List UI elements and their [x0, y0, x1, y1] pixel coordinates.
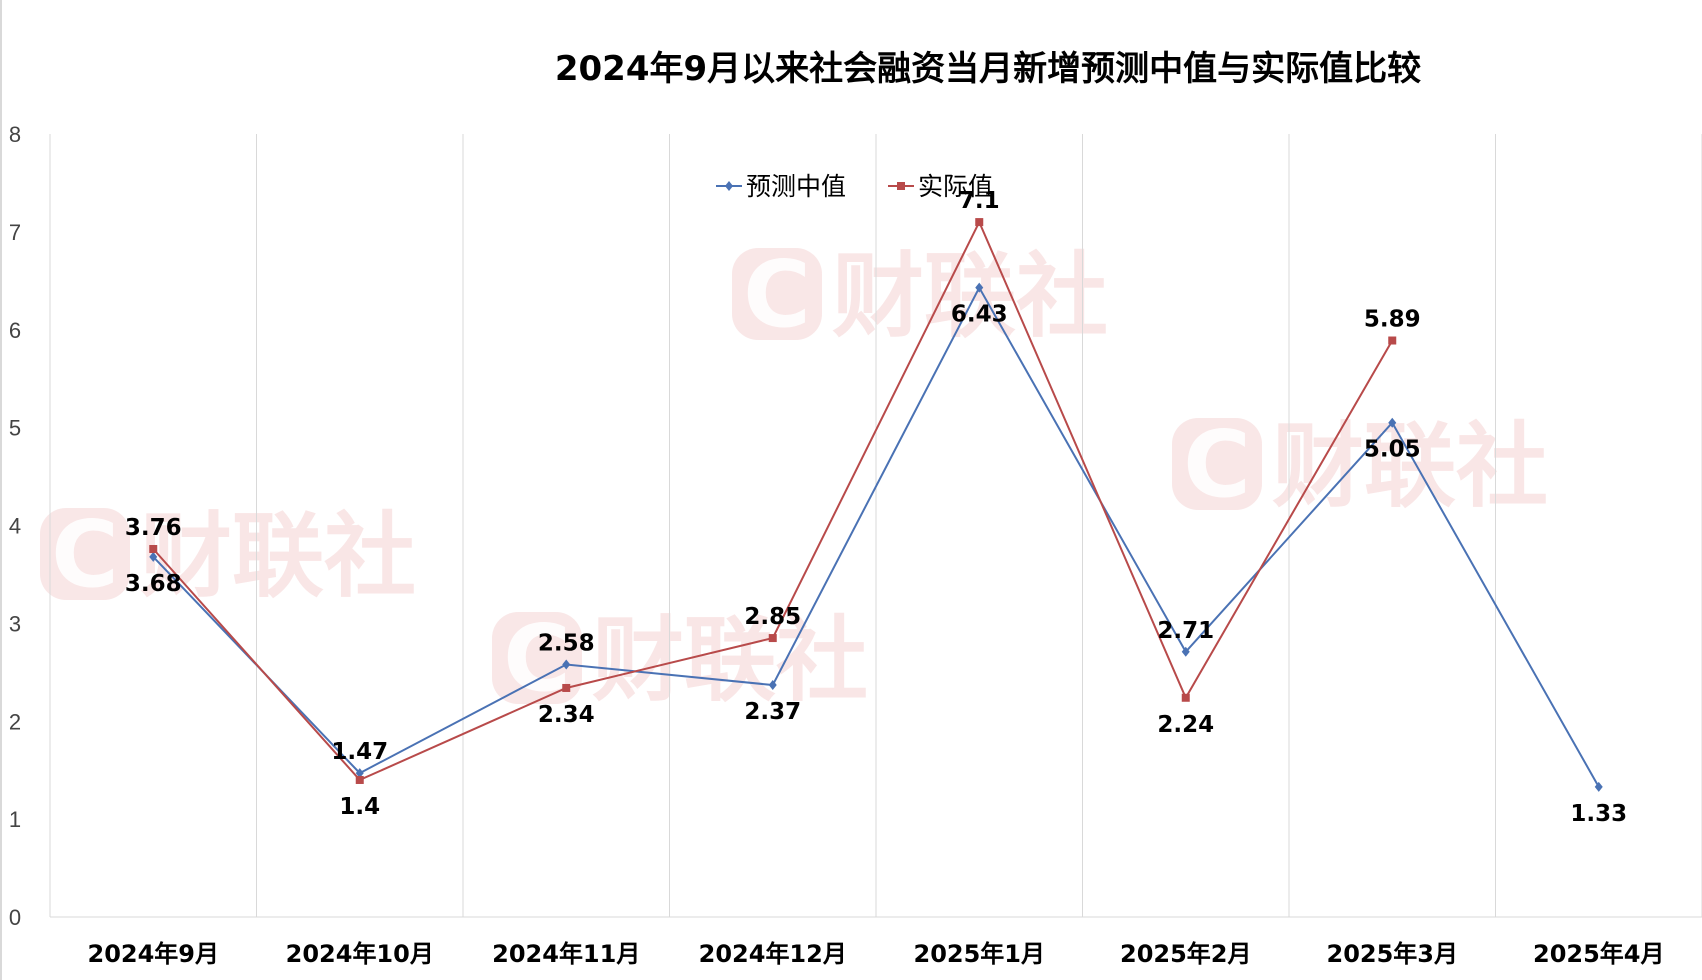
data-label: 2.71: [1157, 618, 1214, 644]
data-point: [1388, 417, 1397, 428]
x-tick-label: 2025年2月: [1120, 940, 1252, 968]
watermark-text: 财联社: [1272, 413, 1548, 520]
x-tick-label: 2024年10月: [286, 940, 434, 968]
data-label: 3.76: [125, 515, 182, 541]
y-tick-label: 8: [9, 122, 21, 147]
data-point: [1594, 781, 1603, 792]
watermark-c-badge: [492, 612, 582, 704]
data-label: 2.24: [1157, 712, 1214, 738]
watermark-logo: C 财联社: [40, 501, 416, 610]
watermark-c-badge: [40, 508, 130, 600]
x-tick-label: 2025年4月: [1533, 940, 1665, 968]
chart-title: 2024年9月以来社会融资当月新增预测中值与实际值比较: [555, 49, 1421, 89]
data-label: 2.58: [538, 630, 595, 656]
watermark-c-letter: C: [503, 605, 571, 712]
y-tick-label: 0: [9, 905, 21, 930]
y-tick-label: 4: [9, 514, 21, 539]
legend-label: 实际值: [918, 172, 993, 201]
x-axis: 2024年9月 2024年10月 2024年11月 2024年12月 2025年1月 20…: [88, 940, 1665, 968]
data-label: 5.89: [1364, 307, 1421, 333]
watermark-logo: C 财联社: [492, 605, 868, 714]
data-point: [975, 218, 984, 227]
data-point: [355, 775, 364, 784]
series-1: [149, 282, 1603, 792]
data-point: [768, 680, 777, 691]
watermark-text: 财联社: [832, 243, 1108, 350]
watermark-c-letter: C: [1183, 411, 1251, 518]
data-point: [1181, 646, 1190, 657]
y-tick-label: 7: [9, 220, 21, 245]
legend-swatch-marker: [725, 181, 733, 191]
data-point: [1388, 336, 1397, 345]
series-lines: [149, 218, 1603, 792]
watermark-c-badge: [1172, 418, 1262, 510]
x-tick-label: 2024年11月: [492, 940, 640, 968]
data-point: [1181, 693, 1190, 702]
legend: 预测中值 实际值: [716, 172, 993, 201]
y-tick-label: 3: [9, 611, 21, 636]
data-point: [562, 659, 571, 670]
data-label: 1.4: [339, 794, 380, 820]
watermark-c-letter: C: [743, 241, 811, 348]
data-label: 2.34: [538, 702, 595, 728]
series-2: [149, 218, 1397, 784]
legend-entry: 预测中值: [716, 172, 846, 201]
watermark-text: 财联社: [592, 607, 868, 714]
legend-label: 预测中值: [746, 172, 846, 201]
data-point: [149, 544, 158, 553]
data-point: [768, 634, 777, 643]
x-tick-label: 2025年3月: [1327, 940, 1459, 968]
data-point: [562, 683, 571, 692]
data-label: 2.85: [744, 604, 801, 630]
data-label: 6.43: [951, 302, 1008, 328]
data-label: 3.68: [125, 571, 182, 597]
data-label: 1.33: [1570, 801, 1627, 827]
legend-swatch-marker: [897, 182, 905, 190]
x-tick-label: 2024年12月: [699, 940, 847, 968]
x-tick-label: 2024年9月: [88, 940, 220, 968]
series-line: [152, 285, 1600, 788]
data-label: 2.37: [744, 699, 801, 725]
y-tick-label: 1: [9, 807, 21, 832]
y-axis: 0 1 2 3 4 5 6 7 8: [9, 122, 21, 930]
data-label: 7.1: [959, 188, 1000, 214]
data-point: [149, 551, 158, 562]
data-label: 5.05: [1364, 437, 1421, 463]
y-tick-label: 5: [9, 416, 21, 441]
gridlines: [49, 134, 1702, 918]
data-labels: 3.68 3.76 1.47 1.4 2.58 2.34 2.37 2.85 6.43 7.1 2.…: [125, 188, 1627, 827]
y-tick-label: 2: [9, 709, 21, 734]
watermark-c-letter: C: [51, 501, 119, 608]
data-label: 1.47: [331, 739, 388, 765]
y-tick-label: 6: [9, 318, 21, 343]
data-point: [355, 768, 364, 779]
watermark-c-badge: [732, 248, 822, 340]
watermark-logo: C 财联社: [732, 241, 1108, 350]
x-tick-label: 2025年1月: [914, 940, 1046, 968]
data-point: [975, 282, 984, 293]
legend-entry: 实际值: [888, 172, 993, 201]
watermark-logo: C 财联社: [1172, 411, 1548, 520]
